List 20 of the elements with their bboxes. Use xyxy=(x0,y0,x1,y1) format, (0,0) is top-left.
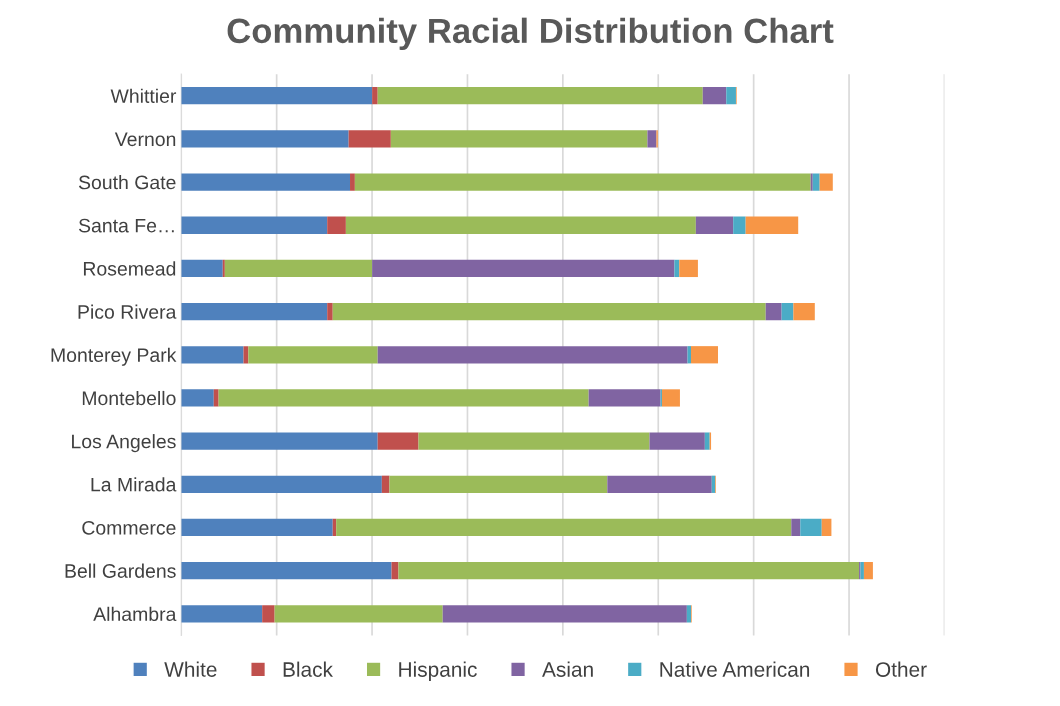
y-tick-label: Whittier xyxy=(110,88,177,103)
y-tick-label: Bell Gardens xyxy=(65,563,176,578)
y-tick-label: Santa Fe… xyxy=(78,218,174,233)
legend-label: Hispanic xyxy=(399,661,477,681)
y-tick-label: South Gate xyxy=(78,175,176,190)
legend-label: Black xyxy=(283,661,333,677)
y-tick-label: Monterey Park xyxy=(51,347,177,366)
y-tick-label: Commerce xyxy=(82,520,176,535)
legend-label: Other xyxy=(875,661,927,677)
y-tick-label: Montebello xyxy=(82,390,176,406)
legend-label: White xyxy=(164,661,217,677)
y-tick-label: Rosemead xyxy=(83,261,176,276)
y-tick-label: La Mirada xyxy=(91,477,177,492)
y-tick-label: Alhambra xyxy=(93,606,177,622)
legend-label: Native American xyxy=(660,661,810,677)
y-tick-label: Pico Rivera xyxy=(78,304,177,319)
legend-label: Asian xyxy=(542,661,593,677)
y-tick-label: Vernon xyxy=(114,132,176,147)
chart-title: Community Racial Distribution Chart xyxy=(227,17,834,51)
y-tick-label: Los Angeles xyxy=(72,434,176,453)
